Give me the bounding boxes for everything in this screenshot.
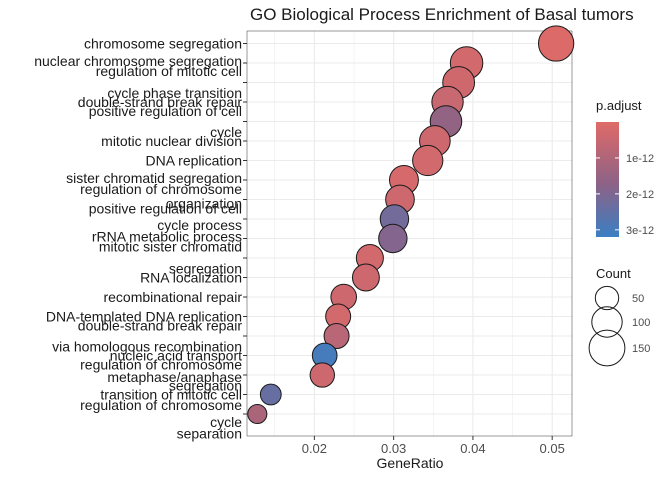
y-label-double-strand-break-repair: double-strand break repair (78, 317, 243, 333)
color-legend-ticks: 1e-12 2e-12 3e-12 (596, 153, 654, 237)
point-20 (247, 403, 268, 425)
point-7 (412, 144, 444, 177)
y-label-transition-of-mitotic-cell: transition of mitotic cell (100, 387, 242, 403)
y-label-dna-templated-dna-replication: DNA-templated DNA replication (46, 309, 242, 325)
size-legend-title: Count (596, 266, 631, 281)
point-18 (309, 362, 335, 388)
y-label-dna-replication: DNA replication (146, 153, 243, 169)
size-legend: Count 50 100 150 (588, 266, 650, 367)
y-label-mitotic-nuclear-division: mitotic nuclear division (101, 133, 242, 149)
y-label-metaphase-anaphase: metaphase/anaphase (107, 369, 242, 385)
y-label-sister-chromatid-segregation: sister chromatid segregation (66, 170, 242, 186)
point-13 (351, 263, 380, 292)
color-legend-bar (596, 122, 619, 237)
grid-lines (247, 31, 572, 436)
color-legend-label: 1e-12 (626, 153, 654, 165)
y-label-separation: separation (177, 426, 242, 442)
y-label-cycle-phase-transition: cycle phase transition (107, 85, 242, 101)
x-axis-ticks: 0.02 0.03 0.04 0.05 (302, 436, 565, 456)
plot-panel-border (246, 30, 573, 437)
y-label-organization: organization (166, 195, 242, 211)
y-label-rrna-metabolic-process: rRNA metabolic process (92, 229, 242, 245)
x-tick-label: 0.03 (381, 441, 406, 456)
y-axis-ticks (243, 43, 247, 415)
y-label-rna-localization: RNA localization (140, 270, 242, 286)
y-label-recombinational-repair: recombinational repair (103, 289, 242, 305)
y-label-regulation-of-chromosome: regulation of chromosome (80, 397, 242, 413)
size-legend-label: 150 (632, 343, 650, 355)
y-label-regulation-of-chromosome: regulation of chromosome (80, 356, 242, 372)
point-19 (259, 383, 282, 406)
point-11 (378, 223, 408, 254)
y-label-via-homologous-recombination: via homologous recombination (52, 339, 242, 355)
y-label-positive-regulation-of-cell: positive regulation of cell (89, 200, 242, 216)
size-legend-circle-50 (594, 285, 620, 311)
y-label-segregation: segregation (169, 378, 242, 394)
point-16 (323, 323, 350, 349)
size-legend-items: 50 100 150 (588, 285, 650, 367)
y-label-double-strand-break-repair: double-strand break repair (78, 94, 243, 110)
color-legend-title: p.adjust (596, 98, 642, 113)
y-label-nuclear-chromosome-segregation: nuclear chromosome segregation (34, 53, 242, 69)
y-label-nucleic-acid-transport: nucleic acid transport (110, 348, 242, 364)
y-label-mitotic-sister-chromatid: mitotic sister chromatid (99, 238, 242, 254)
points (247, 25, 575, 425)
size-legend-label: 50 (632, 293, 644, 305)
color-legend-label: 2e-12 (626, 189, 654, 201)
y-label-cycle: cycle (210, 124, 242, 140)
size-legend-label: 100 (632, 317, 650, 329)
y-label-regulation-of-mitotic-cell: regulation of mitotic cell (96, 63, 242, 79)
y-label-cycle: cycle (210, 414, 242, 430)
size-legend-circle-150 (588, 329, 626, 367)
x-axis-title: GeneRatio (377, 455, 444, 471)
x-tick-label: 0.04 (460, 441, 485, 456)
size-legend-circle-100 (591, 306, 623, 338)
point-1 (537, 25, 575, 62)
color-legend: p.adjust 1e-12 2e-12 3e-12 (596, 98, 654, 237)
y-label-regulation-of-chromosome: regulation of chromosome (80, 181, 242, 197)
y-label-positive-regulation-of-cell: positive regulation of cell (89, 103, 242, 119)
x-tick-label: 0.02 (302, 441, 327, 456)
x-tick-label: 0.05 (540, 441, 565, 456)
y-label-chromosome-segregation: chromosome segregation (84, 36, 242, 52)
y-label-segregation: segregation (169, 261, 242, 277)
chart-title: GO Biological Process Enrichment of Basa… (250, 5, 634, 24)
y-label-cycle-process: cycle process (157, 217, 242, 233)
color-legend-label: 3e-12 (626, 225, 654, 237)
